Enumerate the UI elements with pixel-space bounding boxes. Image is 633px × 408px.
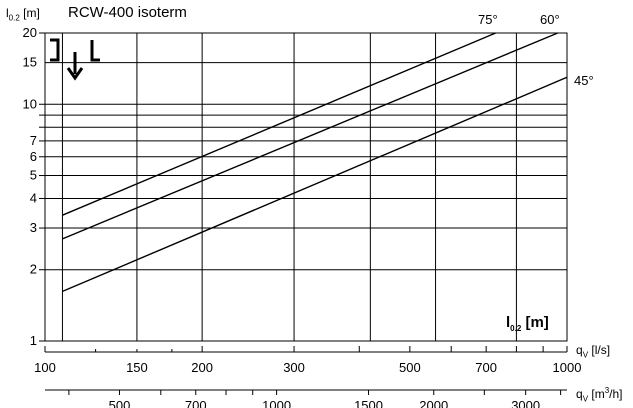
series-line-0 (62, 32, 496, 216)
axes: 1 2 3 4 5 67 10 15 20 100 150 200 300 500 700 1000 500 70… (23, 25, 582, 408)
x-axis-1-label: qV [l/s] (576, 343, 611, 360)
x-axis-1-tick-label: 1000 (553, 360, 582, 375)
grid (44, 32, 568, 342)
x-axis-1-tick-label: 200 (191, 360, 213, 375)
series-label-75: 75° (478, 12, 498, 27)
x-axis-1-tick-label: 100 (34, 360, 56, 375)
in-chart-label: l0.2 [m] (506, 314, 549, 333)
throw-pattern-icon (50, 38, 100, 81)
y-tick-label: 1 (30, 333, 37, 348)
chart-title: RCW-400 isoterm (68, 4, 187, 21)
series-lines (62, 32, 568, 293)
y-tick-label: 5 (30, 168, 37, 183)
x-axis-1-tick-label: 300 (283, 360, 305, 375)
x-axis-2-tick-label: 3000 (511, 398, 540, 408)
plot-frame (44, 32, 568, 342)
x-axis-1-tick-label: 150 (126, 360, 148, 375)
x-axis-2-tick-label: 2000 (419, 398, 448, 408)
y-tick-label: 15 (23, 55, 37, 70)
x-axis-2-tick-label: 500 (109, 398, 131, 408)
y-tick-label: 6 (30, 149, 37, 164)
y-axis-label: l0.2 [m] (6, 6, 40, 23)
series-line-2 (62, 76, 568, 293)
y-tick-label: 7 (30, 133, 37, 148)
series-label-60: 60° (540, 12, 560, 27)
x-axis-2-tick-label: 1500 (354, 398, 383, 408)
y-tick-label: 3 (30, 220, 37, 235)
x-axis-2-label: qV [m3/h] (576, 386, 623, 404)
y-tick-label: 20 (23, 25, 37, 40)
x-axis-1-tick-label: 500 (399, 360, 421, 375)
y-tick-label: 4 (30, 190, 37, 205)
x-axis-1-tick-label: 700 (475, 360, 497, 375)
x-axis-2-tick-label: 1000 (262, 398, 291, 408)
x-axis-2-tick-label: 700 (185, 398, 207, 408)
y-tick-label: 2 (30, 262, 37, 277)
series-line-1 (62, 32, 559, 240)
series-label-45: 45° (574, 73, 594, 88)
y-tick-label: 10 (23, 96, 37, 111)
